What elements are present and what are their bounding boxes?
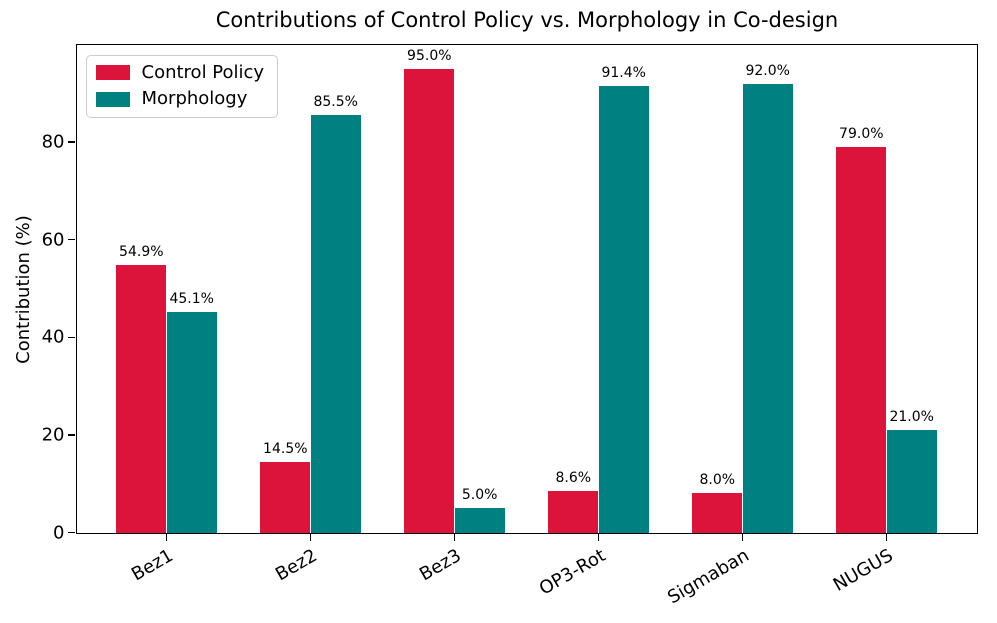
bar-value-label-morphology-bez2: 85.5% xyxy=(313,94,358,111)
legend-entry-morphology: Morphology xyxy=(95,88,265,110)
x-tick xyxy=(885,534,888,541)
bar-value-label-control-policy-bez1: 54.9% xyxy=(119,243,164,260)
legend-swatch-control-policy xyxy=(95,64,130,80)
bar-value-label-morphology-bez1: 45.1% xyxy=(169,291,214,308)
bar-control-policy-sigmaban xyxy=(692,493,743,533)
legend-label-control-policy: Control Policy xyxy=(141,61,265,83)
bar-morphology-bez1 xyxy=(166,312,217,533)
bar-value-label-morphology-sigmaban: 92.0% xyxy=(745,62,790,79)
x-tick xyxy=(309,534,312,541)
x-tick-label-op3-rot: OP3-Rot xyxy=(535,544,609,600)
bar-value-label-control-policy-bez2: 14.5% xyxy=(263,440,308,457)
chart-title: Contributions of Control Policy vs. Morp… xyxy=(215,8,839,32)
bar-value-label-morphology-op3-rot: 91.4% xyxy=(601,65,646,82)
x-tick xyxy=(453,534,456,541)
bar-control-policy-bez2 xyxy=(260,461,311,533)
bar-morphology-bez2 xyxy=(310,115,361,533)
y-tick xyxy=(68,531,75,534)
y-tick xyxy=(68,141,75,143)
bar-value-label-control-policy-bez3: 95.0% xyxy=(407,47,452,64)
bar-value-label-control-policy-op3-rot: 8.6% xyxy=(555,469,592,486)
bar-morphology-nugus xyxy=(886,430,937,533)
bar-control-policy-bez3 xyxy=(404,68,455,533)
x-tick xyxy=(165,534,168,541)
legend: Control Policy Morphology xyxy=(85,54,279,119)
y-tick-label: 20 xyxy=(41,424,65,446)
y-tick-label: 0 xyxy=(53,522,65,543)
legend-entry-control-policy: Control Policy xyxy=(95,61,265,83)
bar-value-label-control-policy-nugus: 79.0% xyxy=(839,125,884,142)
x-tick xyxy=(597,534,600,541)
x-tick-label-bez2: Bez2 xyxy=(272,544,321,585)
x-tick xyxy=(741,534,744,541)
y-axis-label: Contribution (%) xyxy=(12,214,34,364)
bar-value-label-morphology-bez3: 5.0% xyxy=(461,487,498,504)
y-tick-label: 80 xyxy=(41,131,65,153)
bar-value-label-morphology-nugus: 21.0% xyxy=(889,409,934,426)
bar-morphology-sigmaban xyxy=(742,83,793,533)
x-tick-label-bez1: Bez1 xyxy=(128,544,177,585)
bar-control-policy-op3-rot xyxy=(548,490,599,533)
y-tick xyxy=(68,434,75,436)
plot-area: Control Policy Morphology 0 20 40 60 80 Bez1 5… xyxy=(42,43,978,608)
bar-morphology-bez3 xyxy=(454,508,505,533)
y-axis-label-container: Contribution (%) xyxy=(8,45,38,533)
y-tick xyxy=(68,238,75,241)
x-tick-label-nugus: NUGUS xyxy=(830,544,897,596)
bar-control-policy-nugus xyxy=(836,146,887,533)
y-tick xyxy=(68,336,75,339)
x-tick-label-bez3: Bez3 xyxy=(416,544,465,585)
bar-control-policy-bez1 xyxy=(116,264,167,533)
legend-swatch-morphology xyxy=(95,91,130,107)
bar-morphology-op3-rot xyxy=(598,86,649,533)
legend-label-morphology: Morphology xyxy=(141,88,248,110)
y-tick-label: 60 xyxy=(41,229,65,251)
y-tick-label: 40 xyxy=(41,326,65,348)
bar-value-label-control-policy-sigmaban: 8.0% xyxy=(699,472,736,489)
x-tick-label-sigmaban: Sigmaban xyxy=(664,544,753,608)
